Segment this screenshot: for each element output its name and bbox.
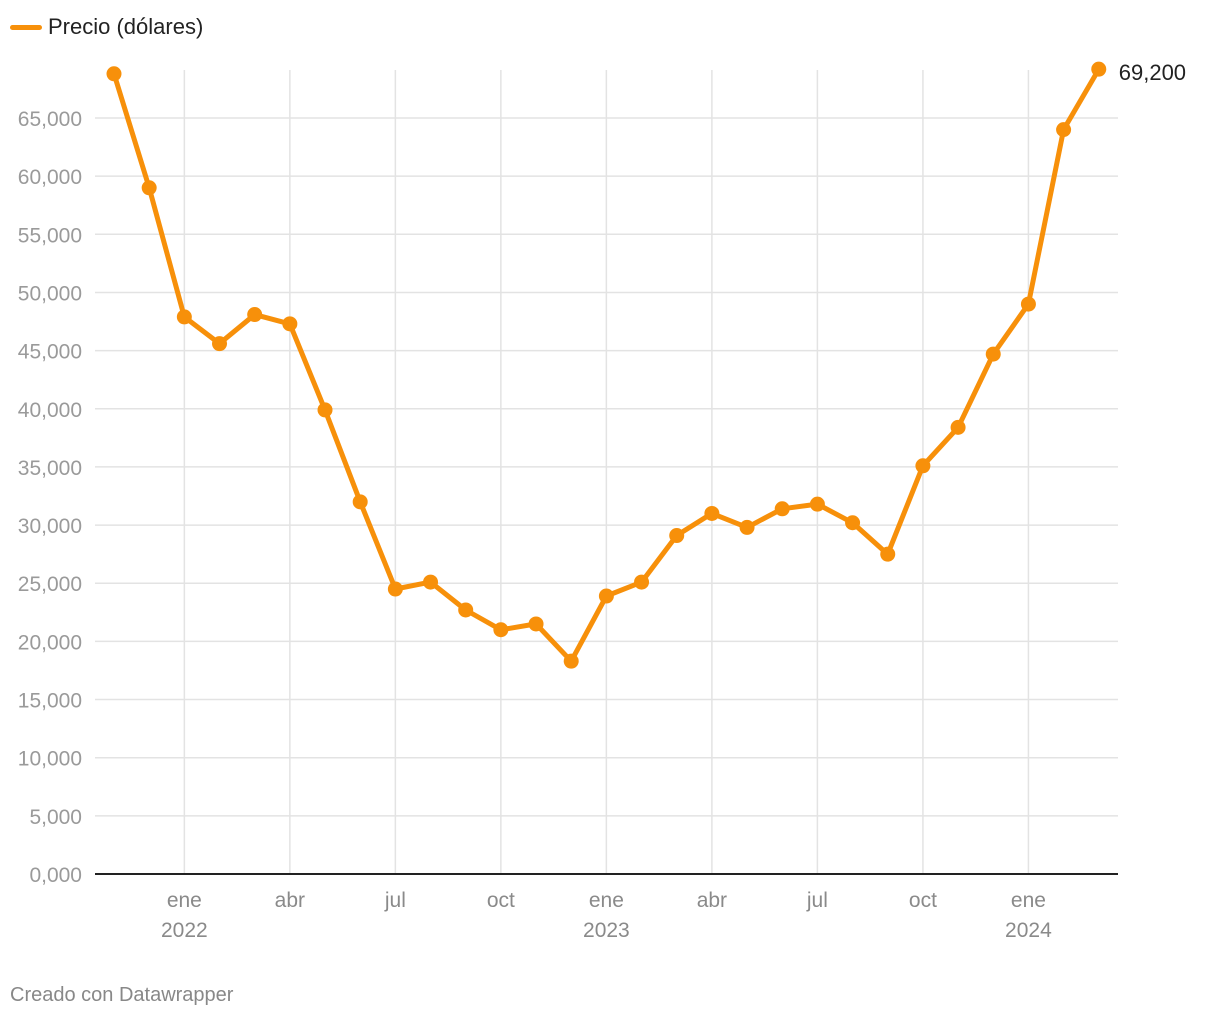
data-point <box>493 622 509 638</box>
y-tick-label: 30,000 <box>18 515 82 538</box>
x-tick-year-label: 2023 <box>583 919 630 942</box>
y-tick-label: 25,000 <box>18 573 82 596</box>
y-tick-label: 65,000 <box>18 108 82 131</box>
data-point <box>212 336 228 352</box>
data-point <box>704 505 720 521</box>
y-tick-label: 40,000 <box>18 399 82 422</box>
y-tick-label: 20,000 <box>18 631 82 654</box>
x-tick-label: jul <box>806 889 828 912</box>
data-point <box>739 519 755 535</box>
data-point <box>950 419 966 435</box>
y-tick-label: 55,000 <box>18 224 82 247</box>
data-point <box>845 515 861 531</box>
x-tick-year-label: 2024 <box>1005 919 1052 942</box>
y-tick-label: 50,000 <box>18 282 82 305</box>
data-point <box>106 66 122 82</box>
data-point <box>352 494 368 510</box>
data-point <box>317 402 333 418</box>
y-tick-label: 0,000 <box>29 864 82 887</box>
y-tick-label: 45,000 <box>18 341 82 364</box>
y-tick-label: 15,000 <box>18 690 82 713</box>
x-tick-label: ene <box>167 889 202 912</box>
y-tick-label: 35,000 <box>18 457 82 480</box>
data-point <box>458 602 474 618</box>
data-point <box>1091 61 1107 77</box>
x-tick-label: oct <box>909 889 937 912</box>
x-tick-label: ene <box>589 889 624 912</box>
y-tick-label: 60,000 <box>18 166 82 189</box>
y-tick-label: 5,000 <box>29 806 82 829</box>
data-point <box>563 653 579 669</box>
legend: Precio (dólares) <box>10 14 203 40</box>
legend-label: Precio (dólares) <box>48 14 204 39</box>
x-tick-label: ene <box>1011 889 1046 912</box>
y-tick-label: 10,000 <box>18 748 82 771</box>
data-point <box>387 581 403 597</box>
legend-swatch <box>10 24 42 30</box>
x-tick-label: abr <box>697 889 727 912</box>
data-point <box>141 180 157 196</box>
footer-credit: Creado con Datawrapper <box>10 984 234 1006</box>
data-point <box>176 309 192 325</box>
data-point <box>669 528 685 544</box>
data-point <box>985 346 1001 362</box>
data-point <box>915 458 931 474</box>
x-tick-label: oct <box>487 889 515 912</box>
data-point <box>423 574 439 590</box>
data-point <box>282 316 298 332</box>
data-point <box>809 496 825 512</box>
data-point <box>598 588 614 604</box>
data-point <box>1020 296 1036 312</box>
x-tick-label: abr <box>275 889 305 912</box>
data-point <box>774 501 790 517</box>
end-value-label: 69,200 <box>1119 60 1186 85</box>
line-chart: 0,000 5,000 10,000 15,000 20,000 25,000 30,000… <box>18 60 1186 942</box>
data-point <box>1056 122 1072 138</box>
x-tick-label: jul <box>384 889 406 912</box>
data-point <box>247 307 263 323</box>
data-point <box>528 616 544 632</box>
data-point <box>880 546 896 562</box>
x-tick-year-label: 2022 <box>161 919 208 942</box>
data-point <box>634 574 650 590</box>
